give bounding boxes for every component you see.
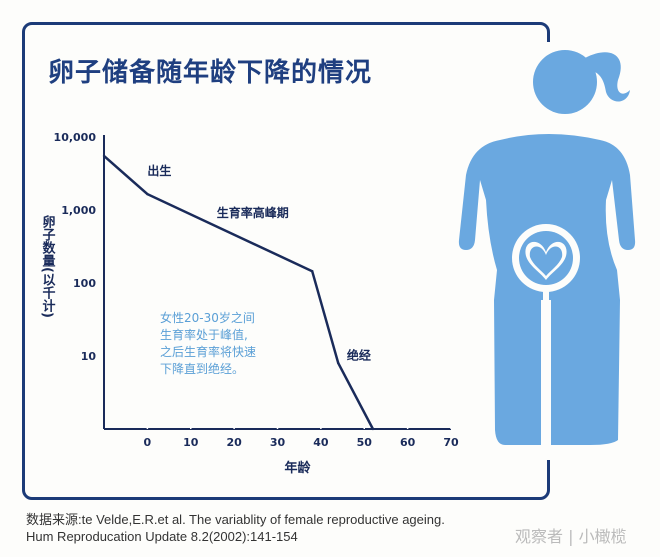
x-tick-label: 20 bbox=[226, 436, 242, 449]
note-line: 之后生育率将快速 bbox=[160, 344, 256, 359]
woman-figure-icon bbox=[458, 42, 636, 460]
data-point bbox=[337, 361, 340, 365]
data-point bbox=[311, 270, 314, 273]
chart-title: 卵子储备随年龄下降的情况 bbox=[48, 58, 373, 88]
x-tick-label: 10 bbox=[183, 436, 199, 449]
watermark: 观察者 | 小橄榄 bbox=[515, 527, 627, 546]
y-axis-label: 卵子数量(以千计) bbox=[40, 214, 56, 317]
y-tick-label: 10 bbox=[81, 350, 97, 363]
x-tick-label: 40 bbox=[313, 436, 329, 449]
source-line-1: 数据来源:te Velde,E.R.et al. The variablity … bbox=[26, 512, 445, 527]
series-line bbox=[103, 155, 375, 430]
x-tick-label: 50 bbox=[357, 436, 373, 449]
data-point bbox=[102, 154, 106, 158]
y-tick-label: 10,000 bbox=[54, 131, 97, 144]
x-axis-label: 年龄 bbox=[284, 460, 311, 476]
data-point bbox=[371, 427, 375, 431]
annotation-label: 生育率高峰期 bbox=[217, 205, 289, 220]
annotation-label: 绝经 bbox=[347, 347, 371, 362]
annotation-label: 出生 bbox=[147, 163, 171, 178]
y-tick-label: 100 bbox=[73, 277, 96, 290]
source-line-2: Hum Reproducation Update 8.2(2002):141-1… bbox=[26, 529, 298, 544]
y-tick-label: 1,000 bbox=[61, 204, 96, 217]
note-line: 生育率处于峰值, bbox=[160, 327, 248, 342]
note-line: 女性20-30岁之间 bbox=[160, 310, 255, 325]
x-tick-label: 70 bbox=[443, 436, 459, 449]
x-tick-label: 30 bbox=[270, 436, 286, 449]
data-point bbox=[146, 192, 149, 196]
chart-axes: 0 10 20 30 40 50 60 70 10 100 1,000 10,000 年龄 卵子数量(以千… bbox=[40, 131, 459, 476]
source-citation: 数据来源:te Velde,E.R.et al. The variablity … bbox=[26, 511, 445, 545]
note-line: 下降直到绝经。 bbox=[160, 361, 244, 376]
x-tick-label: 0 bbox=[144, 436, 152, 449]
x-tick-label: 60 bbox=[400, 436, 416, 449]
